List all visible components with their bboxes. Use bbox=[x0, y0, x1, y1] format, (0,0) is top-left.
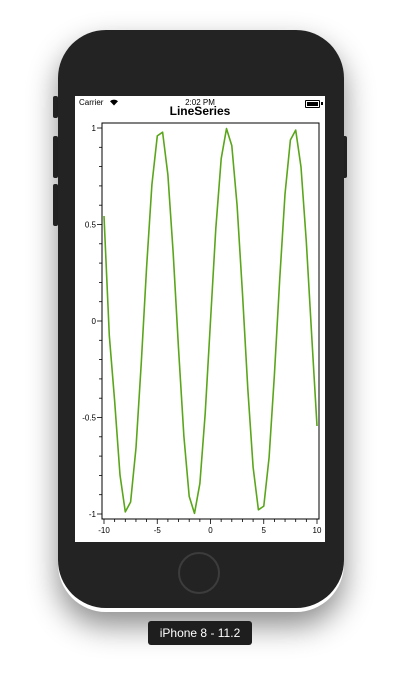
y-tick-label: 0.5 bbox=[85, 221, 97, 230]
power-button[interactable] bbox=[342, 136, 347, 178]
x-tick-label: -10 bbox=[98, 526, 110, 535]
x-tick-label: 0 bbox=[208, 526, 213, 535]
home-button[interactable] bbox=[178, 552, 220, 594]
x-tick-label: -5 bbox=[154, 526, 162, 535]
status-time: 2:02 PM bbox=[185, 98, 215, 107]
y-tick-label: -0.5 bbox=[82, 414, 96, 423]
chart-title: LineSeries bbox=[169, 104, 231, 118]
series-line bbox=[103, 127, 318, 515]
x-tick-label: 10 bbox=[313, 526, 322, 535]
y-tick-label: -1 bbox=[89, 510, 97, 519]
wifi-icon bbox=[110, 99, 118, 106]
line-chart[interactable]: -1 -0.5 0 0.5 1 -10 -5 0 5 10 bbox=[75, 96, 325, 542]
volume-up-button[interactable] bbox=[53, 136, 58, 178]
device-label: iPhone 8 - 11.2 bbox=[148, 621, 252, 645]
battery-icon bbox=[305, 100, 320, 108]
y-tick-label: 1 bbox=[92, 124, 97, 133]
y-tick-label: 0 bbox=[92, 317, 97, 326]
mute-switch[interactable] bbox=[53, 96, 58, 118]
volume-down-button[interactable] bbox=[53, 184, 58, 226]
simulator-screen: Carrier 2:02 PM LineSeries -1 -0.5 0 0.5 1 -… bbox=[75, 96, 325, 542]
carrier-label: Carrier bbox=[79, 98, 104, 107]
x-tick-label: 5 bbox=[262, 526, 267, 535]
battery-tip bbox=[321, 102, 323, 105]
